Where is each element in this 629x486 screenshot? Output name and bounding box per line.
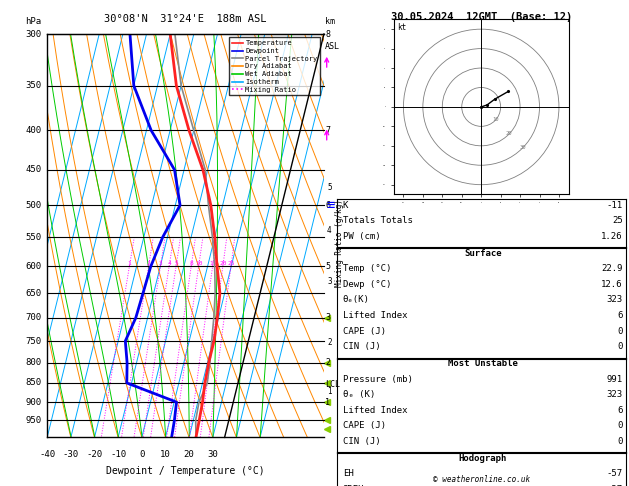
Text: 700: 700 (26, 313, 42, 322)
Text: θₑ (K): θₑ (K) (343, 390, 375, 399)
Text: 12.6: 12.6 (601, 280, 623, 289)
Text: 6: 6 (325, 201, 330, 209)
Text: SREH: SREH (343, 485, 364, 486)
Text: Pressure (mb): Pressure (mb) (343, 375, 413, 384)
Text: 0: 0 (617, 327, 623, 336)
Text: Hodograph: Hodograph (459, 454, 507, 463)
Text: 2: 2 (325, 358, 330, 367)
Text: 8: 8 (189, 261, 193, 266)
Text: Dewpoint / Temperature (°C): Dewpoint / Temperature (°C) (106, 466, 265, 476)
Text: 5: 5 (174, 261, 178, 266)
Text: -30: -30 (63, 450, 79, 458)
Text: km: km (325, 17, 335, 26)
Text: 800: 800 (26, 358, 42, 367)
Text: 4: 4 (327, 226, 331, 235)
Text: 600: 600 (26, 262, 42, 271)
Text: 0: 0 (617, 342, 623, 351)
Text: kt: kt (398, 23, 407, 33)
Text: -57: -57 (606, 469, 623, 479)
Text: 550: 550 (26, 233, 42, 242)
Text: CAPE (J): CAPE (J) (343, 327, 386, 336)
Text: 650: 650 (26, 289, 42, 297)
Text: 0: 0 (617, 437, 623, 446)
Text: 20: 20 (219, 261, 226, 266)
Text: 900: 900 (26, 398, 42, 407)
Text: 6: 6 (617, 406, 623, 415)
Text: 30°08'N  31°24'E  188m ASL: 30°08'N 31°24'E 188m ASL (104, 14, 267, 24)
Text: 20: 20 (506, 131, 513, 136)
Text: 0: 0 (139, 450, 145, 458)
Text: Mixing Ratio (g/kg): Mixing Ratio (g/kg) (335, 199, 344, 287)
Text: 30: 30 (520, 145, 526, 150)
Text: 7: 7 (325, 126, 330, 135)
Text: 15: 15 (209, 261, 216, 266)
Text: -27: -27 (606, 485, 623, 486)
Text: Lifted Index: Lifted Index (343, 406, 408, 415)
Text: CIN (J): CIN (J) (343, 342, 381, 351)
Text: 25: 25 (227, 261, 235, 266)
Text: EH: EH (343, 469, 353, 479)
Legend: Temperature, Dewpoint, Parcel Trajectory, Dry Adiabat, Wet Adiabat, Isotherm, Mi: Temperature, Dewpoint, Parcel Trajectory… (230, 37, 320, 95)
Text: 5: 5 (327, 183, 331, 191)
Text: K: K (343, 201, 348, 210)
Text: 0: 0 (617, 421, 623, 431)
Text: 450: 450 (26, 165, 42, 174)
Text: 8: 8 (325, 30, 330, 38)
Text: ASL: ASL (325, 42, 340, 51)
Text: 3: 3 (325, 313, 330, 322)
Text: 500: 500 (26, 201, 42, 209)
Text: 10: 10 (160, 450, 171, 458)
Text: LCL: LCL (325, 381, 340, 389)
Text: Dewp (°C): Dewp (°C) (343, 280, 391, 289)
Text: Surface: Surface (464, 249, 501, 258)
Text: 25: 25 (612, 216, 623, 226)
Text: 3: 3 (159, 261, 162, 266)
Text: 20: 20 (184, 450, 194, 458)
Text: 400: 400 (26, 126, 42, 135)
Text: 1: 1 (128, 261, 131, 266)
Text: 30: 30 (208, 450, 218, 458)
Text: 300: 300 (26, 30, 42, 38)
Text: 2: 2 (147, 261, 150, 266)
Text: Lifted Index: Lifted Index (343, 311, 408, 320)
Text: 6: 6 (617, 311, 623, 320)
Text: -10: -10 (110, 450, 126, 458)
Text: 22.9: 22.9 (601, 264, 623, 274)
Text: 991: 991 (606, 375, 623, 384)
Text: © weatheronline.co.uk: © weatheronline.co.uk (433, 474, 530, 484)
Text: -20: -20 (86, 450, 103, 458)
Text: θₑ(K): θₑ(K) (343, 295, 370, 305)
Text: ≡: ≡ (326, 198, 335, 212)
Text: 1: 1 (325, 398, 330, 407)
Text: 1.26: 1.26 (601, 232, 623, 241)
Text: CAPE (J): CAPE (J) (343, 421, 386, 431)
Text: 30.05.2024  12GMT  (Base: 12): 30.05.2024 12GMT (Base: 12) (391, 12, 572, 22)
Text: Totals Totals: Totals Totals (343, 216, 413, 226)
Text: -40: -40 (39, 450, 55, 458)
Text: 10: 10 (195, 261, 203, 266)
Text: Temp (°C): Temp (°C) (343, 264, 391, 274)
Text: 850: 850 (26, 379, 42, 387)
Text: 323: 323 (606, 390, 623, 399)
Text: Most Unstable: Most Unstable (448, 359, 518, 368)
Text: 1: 1 (327, 387, 331, 396)
Text: 750: 750 (26, 336, 42, 346)
Text: 350: 350 (26, 81, 42, 90)
Text: PW (cm): PW (cm) (343, 232, 381, 241)
Text: 2: 2 (327, 338, 331, 347)
Text: 323: 323 (606, 295, 623, 305)
Text: 3: 3 (327, 278, 331, 286)
Text: hPa: hPa (26, 17, 42, 26)
Text: 5: 5 (325, 262, 330, 271)
Text: 4: 4 (167, 261, 171, 266)
Text: CIN (J): CIN (J) (343, 437, 381, 446)
Text: -11: -11 (606, 201, 623, 210)
Text: 10: 10 (492, 117, 498, 122)
Text: 950: 950 (26, 416, 42, 425)
